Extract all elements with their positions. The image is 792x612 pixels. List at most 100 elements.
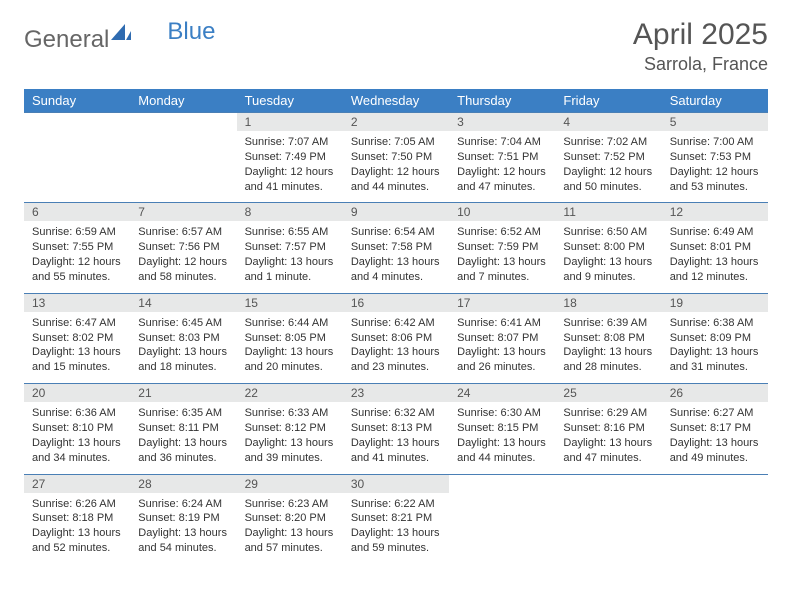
sunset-text: Sunset: 8:05 PM: [245, 331, 335, 346]
day-content-cell: Sunrise: 6:23 AMSunset: 8:20 PMDaylight:…: [237, 493, 343, 564]
daylight-text: Daylight: 12 hours and 58 minutes.: [138, 255, 228, 285]
day-number-cell: 5: [662, 113, 768, 132]
calendar-table: SundayMondayTuesdayWednesdayThursdayFrid…: [24, 89, 768, 564]
day-content-cell: [662, 493, 768, 564]
sunrise-text: Sunrise: 6:50 AM: [563, 225, 653, 240]
sunset-text: Sunset: 8:17 PM: [670, 421, 760, 436]
daylight-text: Daylight: 13 hours and 31 minutes.: [670, 345, 760, 375]
sunset-text: Sunset: 8:01 PM: [670, 240, 760, 255]
day-content-cell: Sunrise: 6:39 AMSunset: 8:08 PMDaylight:…: [555, 312, 661, 384]
day-content-cell: Sunrise: 6:44 AMSunset: 8:05 PMDaylight:…: [237, 312, 343, 384]
daylight-text: Daylight: 13 hours and 41 minutes.: [351, 436, 441, 466]
day-content-cell: Sunrise: 6:47 AMSunset: 8:02 PMDaylight:…: [24, 312, 130, 384]
sunset-text: Sunset: 8:07 PM: [457, 331, 547, 346]
sunset-text: Sunset: 7:52 PM: [563, 150, 653, 165]
sunset-text: Sunset: 8:10 PM: [32, 421, 122, 436]
daylight-text: Daylight: 13 hours and 1 minute.: [245, 255, 335, 285]
day-content-cell: Sunrise: 6:32 AMSunset: 8:13 PMDaylight:…: [343, 402, 449, 474]
day-number-cell: [555, 474, 661, 493]
sunrise-text: Sunrise: 6:49 AM: [670, 225, 760, 240]
day-content-cell: Sunrise: 6:27 AMSunset: 8:17 PMDaylight:…: [662, 402, 768, 474]
day-content-cell: Sunrise: 6:24 AMSunset: 8:19 PMDaylight:…: [130, 493, 236, 564]
sunrise-text: Sunrise: 6:29 AM: [563, 406, 653, 421]
sunrise-text: Sunrise: 7:04 AM: [457, 135, 547, 150]
sunrise-text: Sunrise: 6:32 AM: [351, 406, 441, 421]
sunrise-text: Sunrise: 6:22 AM: [351, 497, 441, 512]
sunset-text: Sunset: 7:51 PM: [457, 150, 547, 165]
day-content-cell: [130, 131, 236, 203]
column-header: Wednesday: [343, 89, 449, 113]
daylight-text: Daylight: 13 hours and 54 minutes.: [138, 526, 228, 556]
daylight-text: Daylight: 13 hours and 7 minutes.: [457, 255, 547, 285]
day-number-row: 12345: [24, 113, 768, 132]
day-number-cell: 15: [237, 293, 343, 312]
day-content-cell: Sunrise: 6:35 AMSunset: 8:11 PMDaylight:…: [130, 402, 236, 474]
day-number-cell: 28: [130, 474, 236, 493]
sunset-text: Sunset: 8:00 PM: [563, 240, 653, 255]
day-number-cell: 23: [343, 384, 449, 403]
sunrise-text: Sunrise: 6:57 AM: [138, 225, 228, 240]
day-number-row: 20212223242526: [24, 384, 768, 403]
day-number-cell: 25: [555, 384, 661, 403]
day-content-cell: Sunrise: 6:29 AMSunset: 8:16 PMDaylight:…: [555, 402, 661, 474]
day-content-cell: Sunrise: 7:04 AMSunset: 7:51 PMDaylight:…: [449, 131, 555, 203]
day-number-row: 13141516171819: [24, 293, 768, 312]
day-number-row: 27282930: [24, 474, 768, 493]
calendar-tbody: 12345Sunrise: 7:07 AMSunset: 7:49 PMDayl…: [24, 113, 768, 564]
day-number-cell: 9: [343, 203, 449, 222]
daylight-text: Daylight: 13 hours and 57 minutes.: [245, 526, 335, 556]
sunset-text: Sunset: 8:15 PM: [457, 421, 547, 436]
day-number-cell: [24, 113, 130, 132]
sunset-text: Sunset: 8:21 PM: [351, 511, 441, 526]
day-number-cell: 13: [24, 293, 130, 312]
daylight-text: Daylight: 13 hours and 39 minutes.: [245, 436, 335, 466]
daylight-text: Daylight: 12 hours and 44 minutes.: [351, 165, 441, 195]
sunset-text: Sunset: 8:16 PM: [563, 421, 653, 436]
daylight-text: Daylight: 13 hours and 26 minutes.: [457, 345, 547, 375]
daylight-text: Daylight: 13 hours and 36 minutes.: [138, 436, 228, 466]
sunset-text: Sunset: 8:06 PM: [351, 331, 441, 346]
day-content-cell: Sunrise: 7:05 AMSunset: 7:50 PMDaylight:…: [343, 131, 449, 203]
day-content-cell: Sunrise: 7:00 AMSunset: 7:53 PMDaylight:…: [662, 131, 768, 203]
day-content-cell: Sunrise: 6:41 AMSunset: 8:07 PMDaylight:…: [449, 312, 555, 384]
sunset-text: Sunset: 8:19 PM: [138, 511, 228, 526]
sunset-text: Sunset: 7:56 PM: [138, 240, 228, 255]
sunset-text: Sunset: 8:13 PM: [351, 421, 441, 436]
sunset-text: Sunset: 7:50 PM: [351, 150, 441, 165]
sunrise-text: Sunrise: 6:38 AM: [670, 316, 760, 331]
day-content-cell: Sunrise: 6:57 AMSunset: 7:56 PMDaylight:…: [130, 221, 236, 293]
sunrise-text: Sunrise: 6:30 AM: [457, 406, 547, 421]
logo: General Blue: [24, 26, 215, 54]
sunrise-text: Sunrise: 6:39 AM: [563, 316, 653, 331]
day-content-cell: Sunrise: 6:59 AMSunset: 7:55 PMDaylight:…: [24, 221, 130, 293]
location-label: Sarrola, France: [633, 54, 768, 75]
logo-text-blue: Blue: [167, 18, 215, 46]
day-content-cell: [449, 493, 555, 564]
day-number-cell: [449, 474, 555, 493]
daylight-text: Daylight: 13 hours and 52 minutes.: [32, 526, 122, 556]
column-header: Monday: [130, 89, 236, 113]
day-number-cell: 10: [449, 203, 555, 222]
sunrise-text: Sunrise: 6:47 AM: [32, 316, 122, 331]
sunrise-text: Sunrise: 6:59 AM: [32, 225, 122, 240]
day-number-cell: 27: [24, 474, 130, 493]
sunset-text: Sunset: 8:20 PM: [245, 511, 335, 526]
day-content-cell: Sunrise: 6:52 AMSunset: 7:59 PMDaylight:…: [449, 221, 555, 293]
day-number-cell: 3: [449, 113, 555, 132]
sunset-text: Sunset: 8:18 PM: [32, 511, 122, 526]
day-content-cell: Sunrise: 6:55 AMSunset: 7:57 PMDaylight:…: [237, 221, 343, 293]
day-content-row: Sunrise: 6:36 AMSunset: 8:10 PMDaylight:…: [24, 402, 768, 474]
header: General Blue April 2025 Sarrola, France: [24, 18, 768, 75]
daylight-text: Daylight: 12 hours and 50 minutes.: [563, 165, 653, 195]
sunrise-text: Sunrise: 6:23 AM: [245, 497, 335, 512]
sunrise-text: Sunrise: 6:42 AM: [351, 316, 441, 331]
day-number-cell: 7: [130, 203, 236, 222]
daylight-text: Daylight: 13 hours and 23 minutes.: [351, 345, 441, 375]
day-number-cell: 8: [237, 203, 343, 222]
day-content-cell: Sunrise: 6:30 AMSunset: 8:15 PMDaylight:…: [449, 402, 555, 474]
sunrise-text: Sunrise: 7:02 AM: [563, 135, 653, 150]
sunrise-text: Sunrise: 7:07 AM: [245, 135, 335, 150]
sunset-text: Sunset: 8:03 PM: [138, 331, 228, 346]
title-block: April 2025 Sarrola, France: [633, 18, 768, 75]
day-number-cell: 2: [343, 113, 449, 132]
